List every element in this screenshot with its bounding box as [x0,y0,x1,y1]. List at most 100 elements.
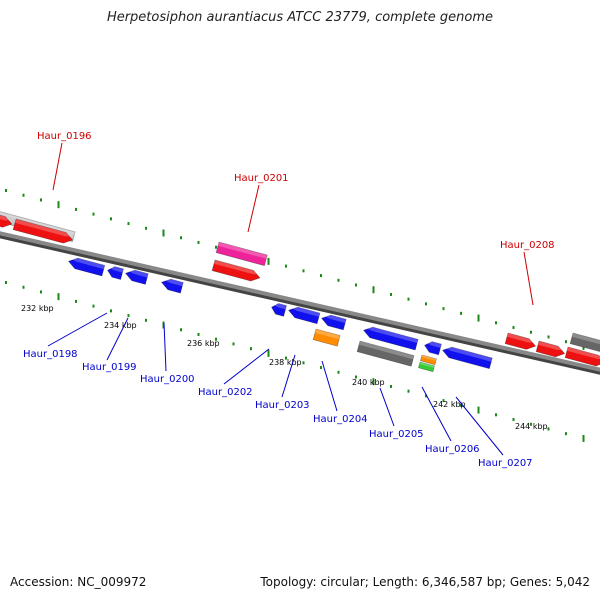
scale-tick [180,328,182,332]
scale-tick [460,403,462,407]
scale-tick [442,399,445,403]
kbp-label: 244 kbp [515,422,548,431]
gene-arrow-haur0204b [312,328,341,347]
label-leader-line [52,142,63,191]
scale-tick [267,349,270,357]
gene-arrow-top [0,212,13,228]
gene-label-bottom: Haur_0198 [23,349,78,360]
map-title: Herpetosiphon aurantiacus ATCC 23779, co… [106,10,494,25]
scale-tick [407,389,410,393]
scale-tick [372,286,375,294]
gene-label-top: Haur_0196 [37,131,92,142]
scale-tick [57,201,60,209]
scale-tick [372,378,375,386]
kbp-label: 242 kbp [433,400,466,409]
scale-tick [92,304,95,308]
gene-arrow-haur0207 [441,346,493,370]
label-leader-line [523,251,534,306]
label-leader-line [106,317,129,361]
scale-tick [22,193,25,197]
scale-tick [22,285,25,289]
scale-tick [250,347,252,351]
scale-tick [355,283,357,287]
genome-summary-text: Topology: circular; Length: 6,346,587 bp… [260,575,590,589]
scale-tick [425,394,427,398]
scale-tick [390,292,392,296]
scale-tick [547,335,550,339]
scale-tick [302,269,305,273]
scale-tick [547,427,550,431]
scale-tick [512,418,515,422]
gene-arrow-haur0205b [356,340,415,367]
kbp-label: 234 kbp [104,321,137,330]
scale-tick [390,384,392,388]
scale-tick [57,293,60,301]
gene-arrow-green-small [418,361,435,373]
scale-tick [495,321,497,325]
backbone-line [0,231,600,372]
gene-arrow-haur0196 [12,218,74,244]
scale-tick [162,229,165,237]
gene-arrow-haur0203 [287,306,321,325]
gene-arrow-haur0198 [67,257,106,277]
label-leader-line [281,354,296,398]
gene-label-bottom: Haur_0207 [478,458,533,469]
gene-arrow-haur0209 [535,340,566,358]
gene-label-bottom: Haur_0202 [198,387,253,398]
scale-tick [302,361,305,365]
scale-tick [320,366,322,370]
scale-tick [180,236,182,240]
scale-tick [407,297,410,301]
scale-tick [145,318,147,322]
label-leader-line [379,387,395,427]
gene-label-bottom: Haur_0203 [255,400,310,411]
scale-tick [582,434,585,442]
scale-tick [477,406,480,414]
label-leader-line [163,322,167,372]
accession-text: Accession: NC_009972 [10,575,147,589]
label-leader-line [47,312,108,347]
kbp-label: 236 kbp [187,339,220,348]
scale-tick [442,307,445,311]
scale-tick [75,207,77,211]
scale-tick [267,257,270,265]
scale-tick [285,264,287,268]
label-leader-line [321,360,338,412]
scale-tick [495,413,497,417]
scale-tick [145,226,147,230]
gene-arrow-haur0210 [564,346,600,367]
scale-tick [355,375,357,379]
scale-tick [232,342,235,346]
scale-tick [215,337,217,341]
scale-tick [477,314,480,322]
scale-tick [110,309,112,313]
scale-tick [5,281,7,284]
gene-label-bottom: Haur_0204 [313,414,368,425]
kbp-label: 232 kbp [21,304,54,313]
gene-arrow-haur0208 [504,332,537,350]
scale-tick [565,432,567,436]
scale-tick [285,356,287,360]
gene-arrow-haur0202 [271,303,287,317]
scale-tick [530,330,532,334]
scale-tick [162,321,165,329]
scale-tick [92,212,95,216]
scale-tick [110,217,112,221]
gene-arrow-haur0205 [362,326,419,351]
label-leader-line [421,386,452,442]
gene-label-bottom: Haur_0205 [369,429,424,440]
gene-label-bottom: Haur_0199 [82,362,137,373]
gene-label-top: Haur_0201 [234,173,289,184]
scale-tick [425,302,427,306]
gene-arrow-haur0199b [124,269,149,285]
scale-tick [5,189,7,192]
label-leader-line [223,348,270,385]
gene-arrow-haur0204 [320,314,347,331]
scale-tick [565,340,567,344]
label-leader-line [455,396,504,456]
scale-tick [40,198,42,202]
scale-tick [337,278,340,282]
gene-arrow-haur0201 [215,241,268,267]
scale-tick [197,240,200,244]
